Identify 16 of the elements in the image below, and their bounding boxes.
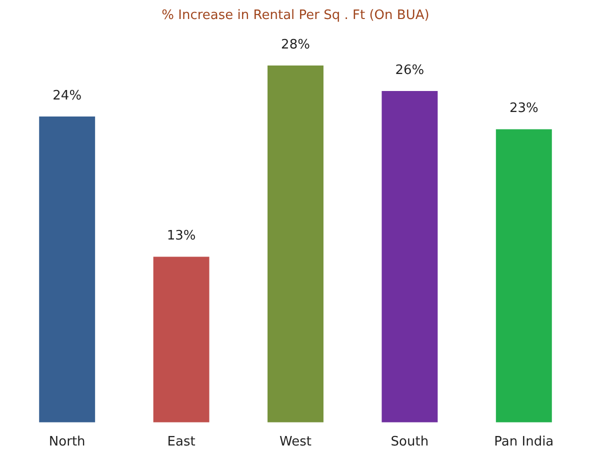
- bar: [153, 256, 210, 422]
- bar: [39, 116, 96, 422]
- x-tick-label: Pan India: [494, 434, 554, 450]
- data-label: 26%: [395, 62, 424, 78]
- data-label: 24%: [52, 88, 82, 104]
- data-label: 23%: [509, 101, 538, 116]
- bar: [382, 90, 438, 422]
- bar: [268, 65, 324, 422]
- data-label: 28%: [281, 37, 310, 52]
- x-tick-label: North: [48, 434, 86, 450]
- x-tick-label: South: [390, 434, 429, 450]
- chart-title: % Increase in Rental Per Sq . Ft (On BUA): [160, 8, 430, 23]
- x-tick-label: West: [280, 434, 312, 450]
- data-label: 13%: [166, 228, 196, 244]
- x-tick-label: East: [167, 434, 196, 450]
- bar: [496, 129, 552, 422]
